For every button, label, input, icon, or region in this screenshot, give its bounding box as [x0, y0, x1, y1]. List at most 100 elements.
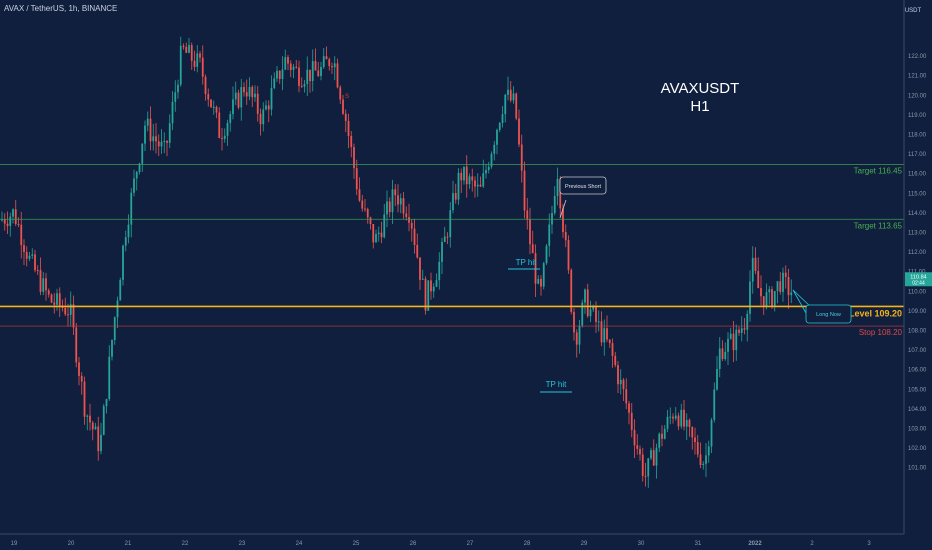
candle-body: [127, 224, 130, 238]
candle-body: [171, 101, 174, 124]
current-price-value: 110.84: [910, 274, 926, 280]
candle-body: [229, 114, 232, 123]
time-label: 29: [581, 541, 588, 547]
candle-body: [72, 304, 75, 328]
candle-body: [306, 69, 309, 85]
candle-body: [710, 419, 713, 447]
time-label: 22: [182, 541, 189, 547]
candle-body: [421, 278, 424, 280]
candle-body: [20, 224, 23, 246]
time-label: 27: [467, 541, 474, 547]
candle-body: [551, 213, 553, 225]
candle-body: [419, 257, 421, 280]
candle-body: [699, 454, 702, 466]
candle-body: [163, 140, 166, 142]
candle-body: [75, 327, 78, 363]
chart-title: AVAXUSDT H1: [640, 80, 760, 116]
price-tick: 108.00: [908, 329, 927, 335]
candle-body: [586, 289, 589, 317]
candle-body: [402, 198, 405, 214]
candle-body: [592, 306, 595, 310]
time-label: 3: [867, 541, 871, 547]
candle-body: [344, 113, 347, 121]
candle-body: [204, 76, 207, 95]
candle-body: [427, 280, 430, 311]
candle-body: [688, 419, 691, 428]
candle-body: [377, 232, 380, 235]
candle-body: [397, 195, 399, 205]
level-label: Target 116.45: [854, 166, 903, 175]
candle-body: [232, 99, 234, 115]
candle-body: [465, 166, 468, 185]
level-label: Stop 108.20: [859, 328, 903, 337]
candle-body: [716, 368, 718, 390]
candle-body: [787, 277, 790, 296]
candle-body: [611, 343, 614, 356]
candle-body: [501, 114, 504, 123]
candle-body: [567, 240, 570, 270]
price-tick: 119.00: [908, 113, 927, 119]
candle-body: [364, 208, 366, 210]
candle-body: [267, 105, 270, 110]
previous-short-box: [559, 176, 607, 195]
candle-body: [727, 338, 729, 352]
candle-body: [540, 278, 542, 287]
candle-body: [608, 339, 611, 344]
candle-body: [553, 196, 556, 214]
candle-body: [468, 176, 471, 185]
candle-body: [562, 208, 564, 233]
time-axis[interactable]: 19 20 21 22 23 24 25 26 27 28 29 30 31 2022 2 3: [0, 533, 904, 547]
candle-body: [672, 416, 674, 419]
price-tick: 107.00: [908, 348, 927, 354]
candle-body: [273, 78, 276, 89]
candle-body: [619, 379, 622, 385]
candle-body: [336, 63, 339, 88]
candle-body: [622, 379, 625, 390]
candle-body: [446, 236, 449, 238]
candle-body: [430, 280, 432, 292]
candle-body: [245, 92, 248, 97]
candle-body: [523, 170, 526, 211]
candle-body: [91, 422, 94, 430]
candle-body: [39, 270, 42, 292]
candle-body: [545, 245, 548, 264]
candle-body: [50, 294, 53, 303]
candle-body: [31, 254, 34, 256]
candle-body: [135, 171, 138, 179]
candle-body: [548, 224, 551, 246]
level-label: KeyLevel 109.20: [832, 308, 902, 318]
candle-body: [124, 237, 127, 246]
price-scale[interactable]: USDT 122.00 121.00 120.00 119.00 118.00 117.00…: [903, 0, 932, 550]
candle-body: [122, 245, 124, 280]
candle-body: [603, 328, 606, 343]
candle-body: [289, 63, 292, 71]
candle-body: [408, 217, 410, 223]
candle-body: [498, 122, 501, 130]
candle-body: [149, 118, 152, 142]
price-tick: 105.00: [908, 387, 927, 393]
candle-body: [771, 289, 773, 307]
candle-body: [707, 446, 710, 456]
price-tick: 113.00: [908, 231, 927, 237]
time-label: 26: [410, 541, 417, 547]
candle-body: [449, 210, 452, 238]
candle-body: [773, 291, 776, 307]
level-label: Target 113.65: [854, 221, 903, 230]
price-tick: 109.00: [908, 309, 927, 315]
candle-body: [111, 339, 113, 357]
candle-body: [386, 201, 388, 215]
candle-body: [779, 281, 782, 292]
candle-body: [152, 136, 155, 142]
candle-body: [625, 389, 628, 404]
time-label: 20: [68, 541, 75, 547]
candle-body: [526, 210, 529, 220]
candle-body: [12, 209, 14, 217]
candle-body: [614, 355, 617, 366]
candle-body: [765, 292, 768, 307]
price-tick: 110.00: [908, 289, 927, 295]
candle-body: [240, 87, 243, 108]
candle-body: [45, 278, 47, 291]
candle-body: [100, 434, 102, 452]
candle-body: [512, 93, 515, 101]
